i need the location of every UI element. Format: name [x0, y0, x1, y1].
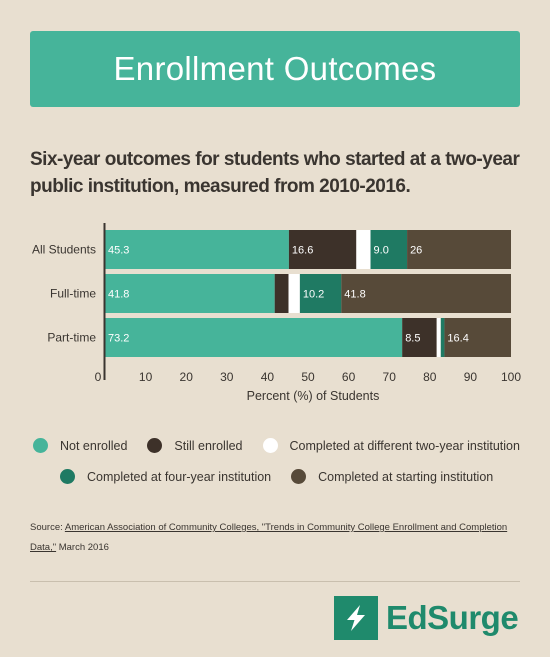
bar-segment [402, 318, 437, 357]
stacked-bar-chart: All Students 45.3 16.6 9.0 26 Full-time 41.8 10… [32, 223, 521, 403]
bar-segment [299, 274, 342, 313]
source-date: March 2016 [56, 542, 109, 553]
bar-segment [288, 274, 300, 313]
legend-row-2: Completed at four-year institution Compl… [60, 469, 513, 484]
chart-subtitle: Six-year outcomes for students who start… [30, 149, 520, 197]
bar-segment [370, 230, 408, 269]
legend-label: Not enrolled [60, 438, 128, 453]
category-label: Full-time [50, 287, 96, 301]
page-title: Enrollment Outcomes [113, 50, 437, 87]
data-label: 41.8 [108, 289, 129, 301]
x-tick-label: 40 [261, 370, 275, 384]
data-label: 8.5 [405, 333, 420, 345]
title-banner: Enrollment Outcomes [30, 31, 520, 107]
bar-segment [440, 318, 445, 357]
data-label: 73.2 [108, 333, 129, 345]
x-tick-label: 80 [423, 370, 437, 384]
bar-segment [105, 230, 289, 269]
bar-segment [444, 318, 511, 357]
legend-item-still-enrolled: Still enrolled [147, 438, 243, 453]
footer-divider [30, 581, 520, 582]
legend-row-1: Not enrolled Still enrolled Completed at… [33, 438, 540, 453]
bar-segment [274, 274, 289, 313]
lightning-bolt-icon [334, 596, 378, 640]
brand-name: EdSurge [386, 599, 519, 636]
legend-swatch [60, 469, 75, 484]
x-tick-label: 60 [342, 370, 356, 384]
source-link[interactable]: American Association of Community Colleg… [30, 522, 508, 553]
data-label: 26 [410, 245, 422, 257]
category-label: Part-time [47, 331, 96, 345]
bar-segment [436, 318, 441, 357]
legend-label: Completed at different two-year institut… [289, 438, 520, 453]
data-label: 16.6 [292, 245, 313, 257]
data-label: 9.0 [374, 245, 389, 257]
x-tick-label: 90 [464, 370, 478, 384]
x-tick-label: 100 [501, 370, 521, 384]
bar-segment [356, 230, 371, 269]
legend-item-completed-starting: Completed at starting institution [291, 469, 493, 484]
x-tick-label: 20 [180, 370, 194, 384]
legend-swatch [147, 438, 163, 453]
legend-item-completed-different-two-year: Completed at different two-year institut… [262, 438, 520, 453]
edsurge-logo[interactable]: EdSurge [334, 596, 519, 640]
legend-swatch [291, 469, 307, 484]
legend-label: Still enrolled [174, 438, 243, 453]
x-tick-label: 70 [383, 370, 397, 384]
source-note: Source: American Association of Communit… [30, 518, 520, 558]
bar-segment [407, 230, 511, 269]
x-tick-label: 30 [220, 370, 234, 384]
bar-segment [341, 274, 511, 313]
bar-segment [105, 318, 403, 357]
legend-item-completed-four-year: Completed at four-year institution [60, 469, 271, 484]
legend-item-not-enrolled: Not enrolled [33, 438, 127, 453]
data-label: 10.2 [303, 289, 324, 301]
data-label: 41.8 [344, 289, 365, 301]
legend-label: Completed at starting institution [318, 469, 494, 484]
source-prefix: Source: [30, 522, 65, 533]
data-label: 45.3 [108, 245, 129, 257]
bar-segment [105, 274, 275, 313]
x-tick-label: 0 [95, 370, 102, 384]
x-axis-label: Percent (%) of Students [247, 389, 380, 403]
legend-swatch [33, 438, 48, 453]
legend-swatch [262, 438, 278, 453]
category-label: All Students [32, 243, 96, 257]
x-tick-label: 10 [139, 370, 153, 384]
x-tick-label: 50 [301, 370, 315, 384]
bar-segment [288, 230, 357, 269]
legend-label: Completed at four-year institution [87, 469, 272, 484]
data-label: 16.4 [447, 333, 468, 345]
